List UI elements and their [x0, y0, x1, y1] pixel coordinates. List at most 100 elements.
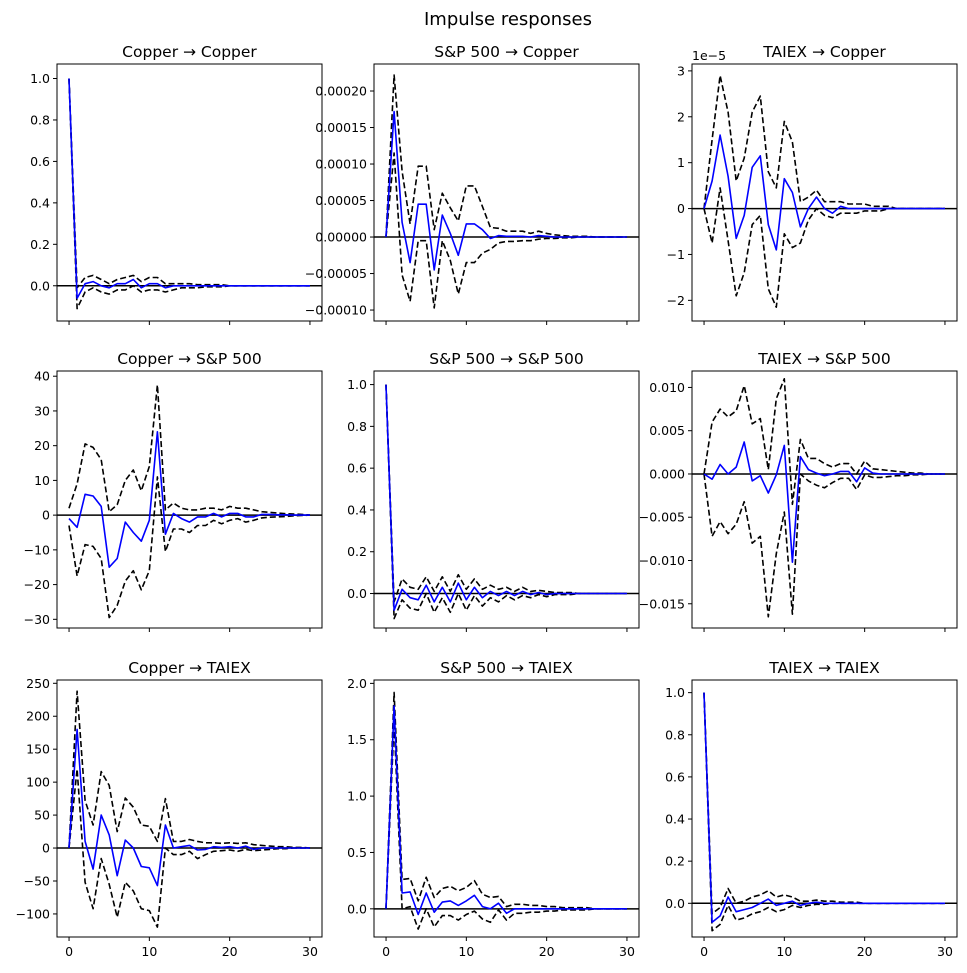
lower-band-line: [385, 384, 627, 620]
y-tick-label: 200: [26, 709, 50, 724]
y-tick-label: 3: [677, 63, 685, 78]
panel-title: TAIEX → TAIEX: [768, 659, 880, 677]
panel-taiex-to-copper: TAIEX → Copper 1e−5 −2 −1 0 1 2 3: [667, 43, 958, 325]
lower-band-line: [68, 476, 311, 619]
y-tick-label: −0.010: [639, 553, 685, 568]
y-tick-label: 0.5: [347, 845, 367, 860]
y-tick-label: 0.4: [665, 812, 685, 827]
response-line: [385, 110, 627, 271]
response-line: [385, 384, 627, 612]
panel-taiex-to-sandp-500: TAIEX → S&P 500 −0.015 −0.010 −0.005 0.000 0.…: [639, 350, 958, 632]
y-tick-label: 0.00020: [315, 84, 367, 99]
x-tick-label: 0: [382, 944, 390, 959]
plot-frame: [56, 679, 323, 938]
y-tick-label: 0.0: [347, 586, 367, 601]
y-tick-label: 0.4: [30, 195, 50, 210]
lower-band-line: [68, 78, 310, 310]
x-tick-label: 30: [619, 944, 635, 959]
figure-title: Impulse responses: [424, 9, 592, 30]
plot-frame: [691, 370, 958, 629]
panel-sandp-500-to-taiex: S&P 500 → TAIEX 0.0 0.5 1.0 1.5 2.0 0 10 20 30: [347, 659, 640, 959]
x-tick-label: 10: [458, 944, 474, 959]
y-tick-label: 0.00000: [315, 230, 367, 245]
y-tick-label: 0.6: [30, 154, 50, 169]
y-tick-label: −10: [24, 542, 50, 557]
x-tick-label: 30: [302, 944, 318, 959]
y-tick-label: 0.2: [665, 854, 685, 869]
panel-title: Copper → S&P 500: [117, 350, 262, 368]
upper-band-line: [68, 690, 311, 849]
panel-copper-to-taiex: Copper → TAIEX −100 −50 0 50 100 150 200 250 0 10 2…: [16, 659, 323, 959]
plot-frame: [373, 679, 640, 938]
response-line: [68, 430, 310, 569]
plot-frame: [373, 370, 640, 629]
y-tick-label: −0.00005: [305, 266, 367, 281]
upper-band-line: [703, 377, 945, 506]
y-tick-label: 2: [677, 109, 685, 124]
y-tick-label: 0.0: [30, 278, 50, 293]
y-tick-label: 100: [26, 775, 50, 790]
y-tick-label: −0.005: [639, 510, 685, 525]
y-tick-label: 1: [677, 155, 685, 170]
y-tick-label: 0.2: [30, 237, 50, 252]
y-tick-label: 10: [34, 473, 50, 488]
y-tick-label: 1.0: [665, 685, 685, 700]
upper-band-line: [385, 74, 627, 238]
y-tick-label: −20: [24, 577, 50, 592]
panel-title: Copper → Copper: [122, 43, 257, 61]
response-line: [703, 441, 945, 564]
x-tick-label: 20: [857, 944, 873, 959]
plot-frame: [691, 679, 958, 938]
y-tick-label: 0.00015: [315, 120, 367, 135]
y-tick-label: −0.00010: [305, 303, 367, 318]
y-tick-label: 0.8: [665, 727, 685, 742]
plot-frame: [691, 63, 958, 322]
y-tick-label: 0: [42, 508, 50, 523]
y-tick-label: 2.0: [347, 676, 367, 691]
x-tick-label: 10: [141, 944, 157, 959]
panel-taiex-to-taiex: TAIEX → TAIEX 0.0 0.2 0.4 0.6 0.8 1.0 0 10 20 30: [665, 659, 958, 959]
y-tick-label: −50: [24, 873, 50, 888]
y-tick-label: 0.000: [649, 466, 685, 481]
y-tick-label: −30: [24, 612, 50, 627]
y-tick-label: 20: [34, 438, 50, 453]
y-tick-label: 0.0: [347, 901, 367, 916]
y-tick-label: 1.0: [347, 789, 367, 804]
panel-title: TAIEX → S&P 500: [757, 350, 890, 368]
lower-band-line: [703, 692, 945, 932]
y-tick-label: 150: [26, 742, 50, 757]
y-tick-label: 0.00010: [315, 157, 367, 172]
y-tick-label: 1.5: [347, 732, 367, 747]
panel-copper-to-copper: Copper → Copper 0.0 0.2 0.4 0.6 0.8 1.0: [30, 43, 323, 325]
lower-band-line: [703, 473, 945, 618]
panel-title: TAIEX → Copper: [762, 43, 886, 61]
y-tick-label: 0: [677, 201, 685, 216]
panels-grid: Copper → Copper 0.0 0.2 0.4 0.6 0.8 1.0 S&P 500…: [16, 43, 958, 959]
y-tick-label: −100: [16, 906, 50, 921]
panel-title: S&P 500 → S&P 500: [429, 350, 583, 368]
upper-band-line: [703, 74, 945, 210]
x-tick-label: 0: [65, 944, 73, 959]
y-tick-label: 0.8: [347, 419, 367, 434]
y-tick-label: 0.010: [649, 380, 685, 395]
lower-band-line: [385, 720, 627, 930]
upper-band-line: [385, 691, 627, 910]
y-tick-label: 0.8: [30, 112, 50, 127]
y-tick-label: 0.4: [347, 502, 367, 517]
plot-frame: [56, 370, 323, 629]
plot-frame: [373, 63, 640, 322]
axis-scale-label: 1e−5: [692, 48, 726, 63]
lower-band-line: [68, 768, 310, 928]
response-line: [703, 134, 945, 251]
upper-band-line: [385, 384, 627, 603]
x-tick-label: 0: [700, 944, 708, 959]
panel-title: S&P 500 → TAIEX: [440, 659, 573, 677]
y-tick-label: 0.00005: [315, 193, 367, 208]
plot-frame: [56, 63, 323, 322]
y-tick-label: 0.005: [649, 423, 685, 438]
upper-band-line: [68, 78, 310, 289]
y-tick-label: 40: [34, 369, 50, 384]
y-tick-label: 50: [34, 808, 50, 823]
y-tick-label: 0.6: [347, 461, 367, 476]
